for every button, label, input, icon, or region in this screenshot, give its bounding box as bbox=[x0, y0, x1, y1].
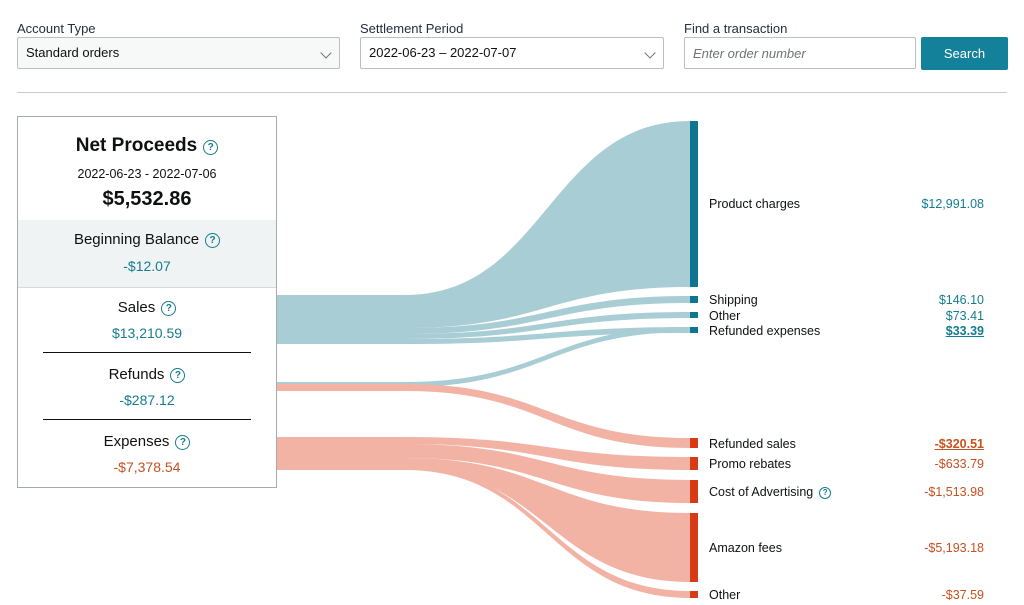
bar-cost-of-advertising bbox=[690, 480, 698, 503]
sales-label: Sales bbox=[117, 299, 156, 316]
beginning-balance-amount: -$12.07 bbox=[123, 258, 171, 274]
sales-amount: $13,210.59 bbox=[111, 325, 183, 341]
flow-cost-of-advertising bbox=[277, 444, 690, 503]
breakdown-label: Cost of Advertising bbox=[709, 485, 814, 499]
flow-refunded-sales bbox=[277, 384, 690, 448]
expenses-heading: Expenses? bbox=[18, 433, 276, 451]
breakdown-amount: $12,991.08 bbox=[921, 197, 984, 211]
bar-other-positive bbox=[690, 312, 698, 318]
flow-refunded-expenses bbox=[277, 327, 690, 387]
find-transaction-label: Find a transaction bbox=[684, 21, 788, 36]
flow-shipping bbox=[277, 296, 690, 334]
breakdown-amount: -$1,513.98 bbox=[924, 485, 984, 499]
breakdown-label: Amazon fees bbox=[709, 541, 782, 555]
net-proceeds-card: Net Proceeds? 2022-06-23 - 2022-07-06 $5… bbox=[17, 116, 277, 488]
expenses-label: Expenses bbox=[103, 433, 170, 450]
net-proceeds-label: Net Proceeds bbox=[75, 135, 198, 156]
breakdown-label: Shipping bbox=[709, 293, 758, 307]
refunds-amount: -$287.12 bbox=[119, 392, 175, 408]
breakdown-amount-link[interactable]: -$320.51 bbox=[934, 437, 984, 451]
beginning-balance-label: Beginning Balance bbox=[73, 231, 200, 248]
help-icon[interactable]: ? bbox=[205, 233, 221, 248]
settlement-period-select[interactable]: 2022-06-23 – 2022-07-07 bbox=[360, 37, 664, 69]
breakdown-label: Promo rebates bbox=[709, 457, 791, 471]
help-icon[interactable]: ? bbox=[819, 487, 832, 499]
flow-other-positive bbox=[277, 312, 690, 339]
help-icon[interactable]: ? bbox=[170, 368, 186, 383]
bar-shipping bbox=[690, 296, 698, 303]
breakdown-label: Refunded expenses bbox=[709, 324, 821, 338]
section-divider bbox=[43, 352, 251, 353]
breakdown-amount-link[interactable]: $33.39 bbox=[945, 324, 984, 338]
bar-amazon-fees bbox=[690, 513, 698, 582]
refunds-heading: Refunds? bbox=[18, 366, 276, 384]
account-type-select[interactable]: Standard orders bbox=[17, 37, 340, 69]
net-proceeds-amount: $5,532.86 bbox=[102, 188, 192, 210]
help-icon[interactable]: ? bbox=[175, 435, 191, 450]
breakdown-label: Refunded sales bbox=[709, 437, 796, 451]
sales-heading: Sales? bbox=[18, 299, 276, 317]
breakdown-amount: -$5,193.18 bbox=[924, 541, 984, 555]
flow-other-negative bbox=[277, 466, 690, 598]
flow-refunded-expenses-fill bbox=[277, 327, 690, 344]
account-type-label: Account Type bbox=[17, 21, 96, 36]
flow-product-charges bbox=[277, 121, 690, 328]
filter-bar: Account Type Standard orders Settlement … bbox=[0, 0, 1024, 80]
bar-refunded-sales bbox=[690, 438, 698, 448]
bar-refunded-expenses bbox=[690, 327, 698, 333]
section-divider bbox=[43, 419, 251, 420]
breakdown-label: Other bbox=[709, 588, 741, 602]
account-type-value: Standard orders bbox=[26, 45, 120, 60]
bar-promo-rebates bbox=[690, 457, 698, 470]
beginning-balance-heading: Beginning Balance? bbox=[18, 231, 276, 249]
flow-amazon-fees bbox=[277, 458, 690, 582]
bar-product-charges bbox=[690, 121, 698, 287]
net-proceeds-heading: Net Proceeds? bbox=[18, 135, 276, 157]
net-proceeds-range: 2022-06-23 - 2022-07-06 bbox=[77, 167, 217, 181]
help-icon[interactable]: ? bbox=[161, 301, 177, 316]
breakdown-label-with-help: Cost of Advertising? bbox=[709, 485, 832, 499]
refunds-label: Refunds bbox=[108, 366, 165, 383]
breakdown-amount: $146.10 bbox=[938, 293, 984, 307]
breakdown-amount: -$37.59 bbox=[941, 588, 984, 602]
help-icon[interactable]: ? bbox=[203, 140, 219, 155]
breakdown-label: Product charges bbox=[709, 197, 801, 211]
breakdown-amount: $73.41 bbox=[945, 309, 984, 323]
breakdown-amount: -$633.79 bbox=[934, 457, 984, 471]
expenses-amount: -$7,378.54 bbox=[113, 459, 181, 475]
beginning-balance-section bbox=[18, 220, 276, 288]
flow-promo-rebates bbox=[277, 437, 690, 470]
settlement-period-label: Settlement Period bbox=[360, 21, 464, 36]
settlement-period-value: 2022-06-23 – 2022-07-07 bbox=[369, 45, 517, 60]
search-button[interactable]: Search bbox=[921, 37, 1008, 70]
order-number-input[interactable] bbox=[684, 37, 916, 69]
breakdown-label: Other bbox=[709, 309, 741, 323]
bar-other-negative bbox=[690, 591, 698, 598]
section-divider bbox=[17, 92, 1007, 93]
